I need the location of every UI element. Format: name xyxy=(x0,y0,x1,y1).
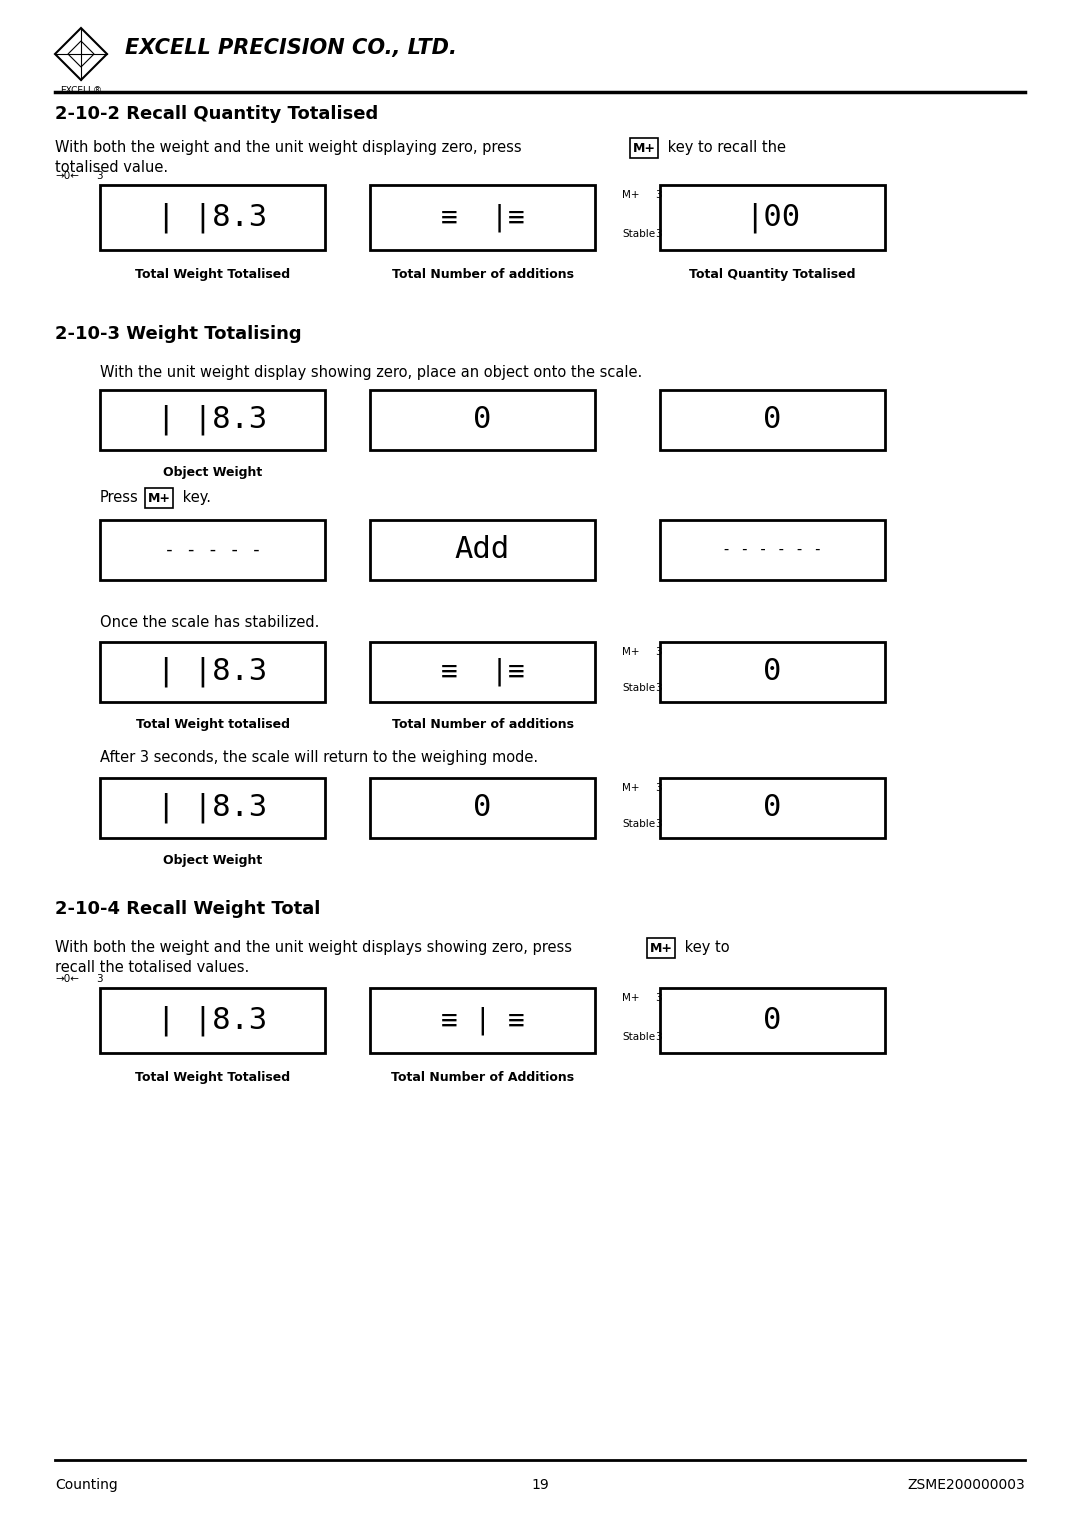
Text: Total Weight totalised: Total Weight totalised xyxy=(135,719,289,731)
Bar xyxy=(100,778,325,838)
Bar xyxy=(370,185,595,250)
Text: M+: M+ xyxy=(148,491,171,505)
Text: key to recall the: key to recall the xyxy=(663,140,786,156)
Text: - - - - -: - - - - - xyxy=(163,542,261,559)
Bar xyxy=(100,987,325,1053)
Text: 0: 0 xyxy=(764,1006,782,1035)
Text: 0: 0 xyxy=(764,406,782,435)
Text: Stable: Stable xyxy=(622,819,656,829)
Text: 3: 3 xyxy=(654,819,662,829)
Text: EXCELL®: EXCELL® xyxy=(60,85,102,95)
Text: ZSME200000003: ZSME200000003 xyxy=(907,1479,1025,1492)
Text: Stable: Stable xyxy=(622,1032,656,1042)
Text: Once the scale has stabilized.: Once the scale has stabilized. xyxy=(100,615,320,630)
Text: 2-10-3 Weight Totalising: 2-10-3 Weight Totalising xyxy=(55,325,301,343)
Text: M+: M+ xyxy=(622,191,639,200)
Text: key to: key to xyxy=(680,940,730,955)
Text: | |8.3: | |8.3 xyxy=(158,203,268,233)
Text: Total Weight Totalised: Total Weight Totalised xyxy=(135,1071,291,1083)
Text: Stable: Stable xyxy=(622,684,656,693)
Text: →0←: →0← xyxy=(55,974,79,984)
Text: EXCELL PRECISION CO., LTD.: EXCELL PRECISION CO., LTD. xyxy=(125,38,457,58)
Text: | |8.3: | |8.3 xyxy=(158,404,268,435)
Text: 3: 3 xyxy=(654,191,662,200)
Text: With both the weight and the unit weight displays showing zero, press: With both the weight and the unit weight… xyxy=(55,940,572,955)
Bar xyxy=(370,778,595,838)
Text: 3: 3 xyxy=(96,974,103,984)
Text: recall the totalised values.: recall the totalised values. xyxy=(55,960,249,975)
Text: M+: M+ xyxy=(622,647,639,658)
Text: Object Weight: Object Weight xyxy=(163,465,262,479)
Bar xyxy=(660,391,885,450)
Text: Total Number of Additions: Total Number of Additions xyxy=(391,1071,575,1083)
Bar xyxy=(145,488,173,508)
Text: key.: key. xyxy=(178,490,211,505)
Text: Stable: Stable xyxy=(622,229,656,240)
Text: Total Number of additions: Total Number of additions xyxy=(391,269,573,281)
Text: M+: M+ xyxy=(622,993,639,1003)
Text: →0←: →0← xyxy=(55,171,79,182)
Text: ≡ | ≡: ≡ | ≡ xyxy=(441,1006,525,1035)
Text: | |8.3: | |8.3 xyxy=(158,1006,268,1036)
Text: Press: Press xyxy=(100,490,138,505)
Text: After 3 seconds, the scale will return to the weighing mode.: After 3 seconds, the scale will return t… xyxy=(100,749,538,765)
Text: Total Quantity Totalised: Total Quantity Totalised xyxy=(689,269,855,281)
Bar xyxy=(100,391,325,450)
Text: 3: 3 xyxy=(654,229,662,240)
Text: 19: 19 xyxy=(531,1479,549,1492)
Text: 0: 0 xyxy=(764,658,782,687)
Text: - - - - - -: - - - - - - xyxy=(723,543,823,557)
Bar xyxy=(630,137,658,159)
Text: | |8.3: | |8.3 xyxy=(158,656,268,687)
Text: 3: 3 xyxy=(654,993,662,1003)
Text: With the unit weight display showing zero, place an object onto the scale.: With the unit weight display showing zer… xyxy=(100,365,643,380)
Text: With both the weight and the unit weight displaying zero, press: With both the weight and the unit weight… xyxy=(55,140,522,156)
Bar xyxy=(370,987,595,1053)
Text: 2-10-2 Recall Quantity Totalised: 2-10-2 Recall Quantity Totalised xyxy=(55,105,378,124)
Bar xyxy=(660,185,885,250)
Bar xyxy=(660,642,885,702)
Bar xyxy=(660,987,885,1053)
Text: 3: 3 xyxy=(654,647,662,658)
Bar xyxy=(647,938,675,958)
Bar xyxy=(370,391,595,450)
Text: 0: 0 xyxy=(473,406,491,435)
Bar xyxy=(660,520,885,580)
Text: Total Number of additions: Total Number of additions xyxy=(391,719,573,731)
Text: M+: M+ xyxy=(649,942,673,954)
Bar xyxy=(370,520,595,580)
Text: 3: 3 xyxy=(654,783,662,794)
Text: 3: 3 xyxy=(654,1032,662,1042)
Text: ≡  |≡: ≡ |≡ xyxy=(441,203,525,232)
Text: |00: |00 xyxy=(745,203,800,233)
Text: Counting: Counting xyxy=(55,1479,118,1492)
Text: 3: 3 xyxy=(654,684,662,693)
Bar xyxy=(100,520,325,580)
Bar xyxy=(100,185,325,250)
Text: 0: 0 xyxy=(473,794,491,823)
Bar xyxy=(660,778,885,838)
Text: Add: Add xyxy=(455,536,510,565)
Text: M+: M+ xyxy=(633,142,656,154)
Text: 2-10-4 Recall Weight Total: 2-10-4 Recall Weight Total xyxy=(55,900,321,919)
Text: 3: 3 xyxy=(96,171,103,182)
Text: Total Weight Totalised: Total Weight Totalised xyxy=(135,269,291,281)
Bar xyxy=(100,642,325,702)
Text: Object Weight: Object Weight xyxy=(163,855,262,867)
Text: M+: M+ xyxy=(622,783,639,794)
Bar xyxy=(370,642,595,702)
Text: totalised value.: totalised value. xyxy=(55,160,168,175)
Text: | |8.3: | |8.3 xyxy=(158,792,268,823)
Text: ≡  |≡: ≡ |≡ xyxy=(441,658,525,687)
Text: 0: 0 xyxy=(764,794,782,823)
